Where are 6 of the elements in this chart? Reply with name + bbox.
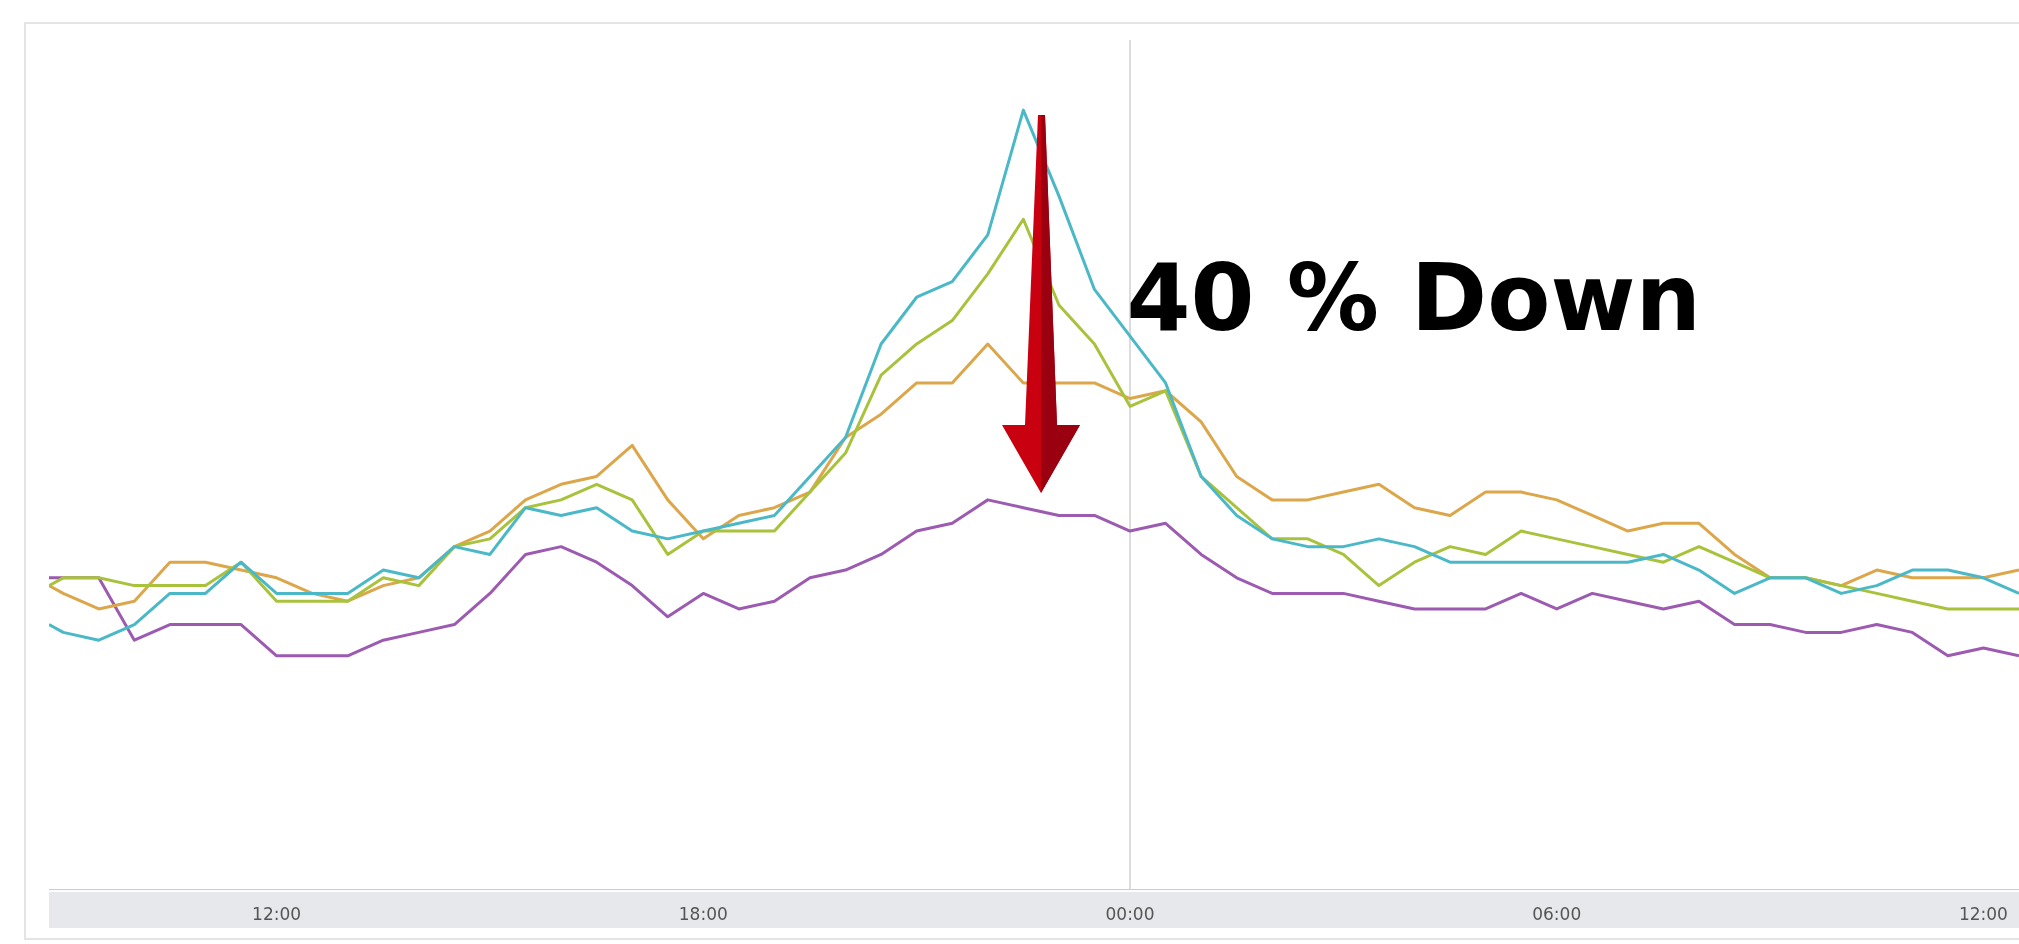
x-tick-label: 12:00 xyxy=(1958,904,2008,925)
x-tick-label: 12:00 xyxy=(252,904,302,925)
x-tick-label: 06:00 xyxy=(1532,904,1582,925)
x-tick-label: 18:00 xyxy=(678,904,728,925)
annotation: 40 % Down xyxy=(1126,245,1701,352)
x-tick-label: 00:00 xyxy=(1105,904,1155,925)
